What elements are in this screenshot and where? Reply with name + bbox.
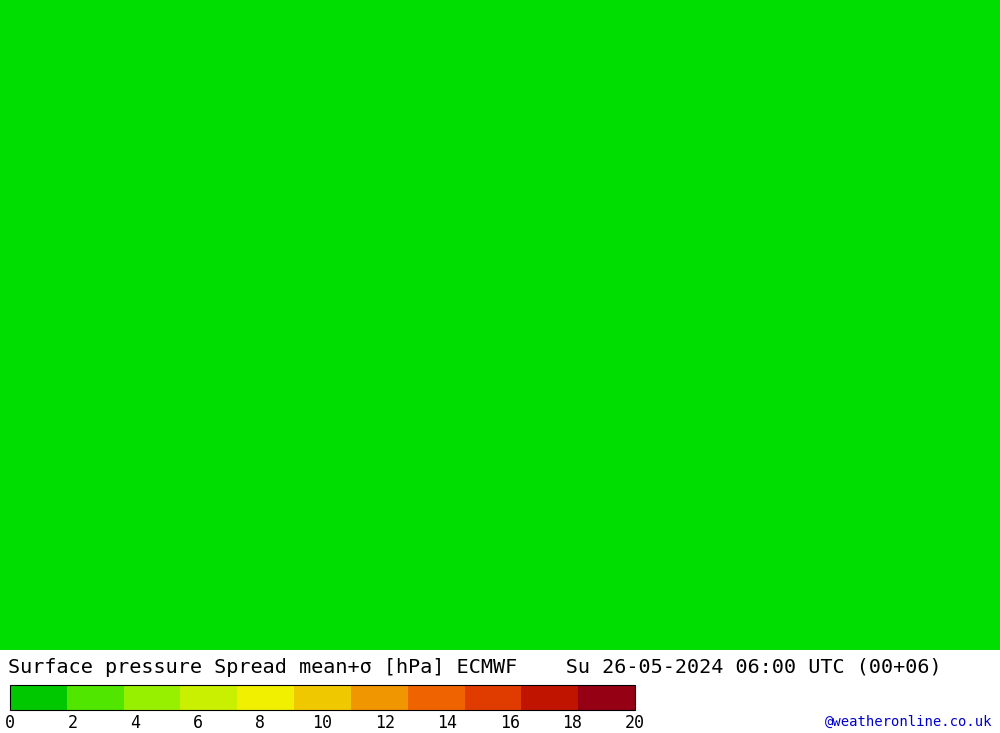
Text: @weatheronline.co.uk: @weatheronline.co.uk	[824, 715, 992, 729]
Bar	[180, 685, 237, 710]
Text: 6: 6	[192, 714, 202, 732]
Text: Surface pressure Spread mean+σ [hPa] ECMWF    Su 26-05-2024 06:00 UTC (00+06): Surface pressure Spread mean+σ [hPa] ECM…	[8, 658, 942, 677]
Bar	[237, 685, 294, 710]
Bar	[67, 685, 124, 710]
Text: 14: 14	[438, 714, 458, 732]
Text: 0: 0	[5, 714, 15, 732]
Text: 18: 18	[562, 714, 582, 732]
Bar	[465, 685, 521, 710]
Bar	[351, 685, 408, 710]
Text: 16: 16	[500, 714, 520, 732]
Text: 2: 2	[68, 714, 78, 732]
Text: 4: 4	[130, 714, 140, 732]
Bar	[408, 685, 465, 710]
Bar	[294, 685, 351, 710]
Bar	[124, 685, 180, 710]
Bar	[521, 685, 578, 710]
Text: 10: 10	[312, 714, 332, 732]
Text: 8: 8	[255, 714, 265, 732]
Bar	[10, 685, 67, 710]
Bar	[578, 685, 635, 710]
Text: 20: 20	[625, 714, 645, 732]
Text: 12: 12	[375, 714, 395, 732]
Bar	[10, 685, 635, 710]
